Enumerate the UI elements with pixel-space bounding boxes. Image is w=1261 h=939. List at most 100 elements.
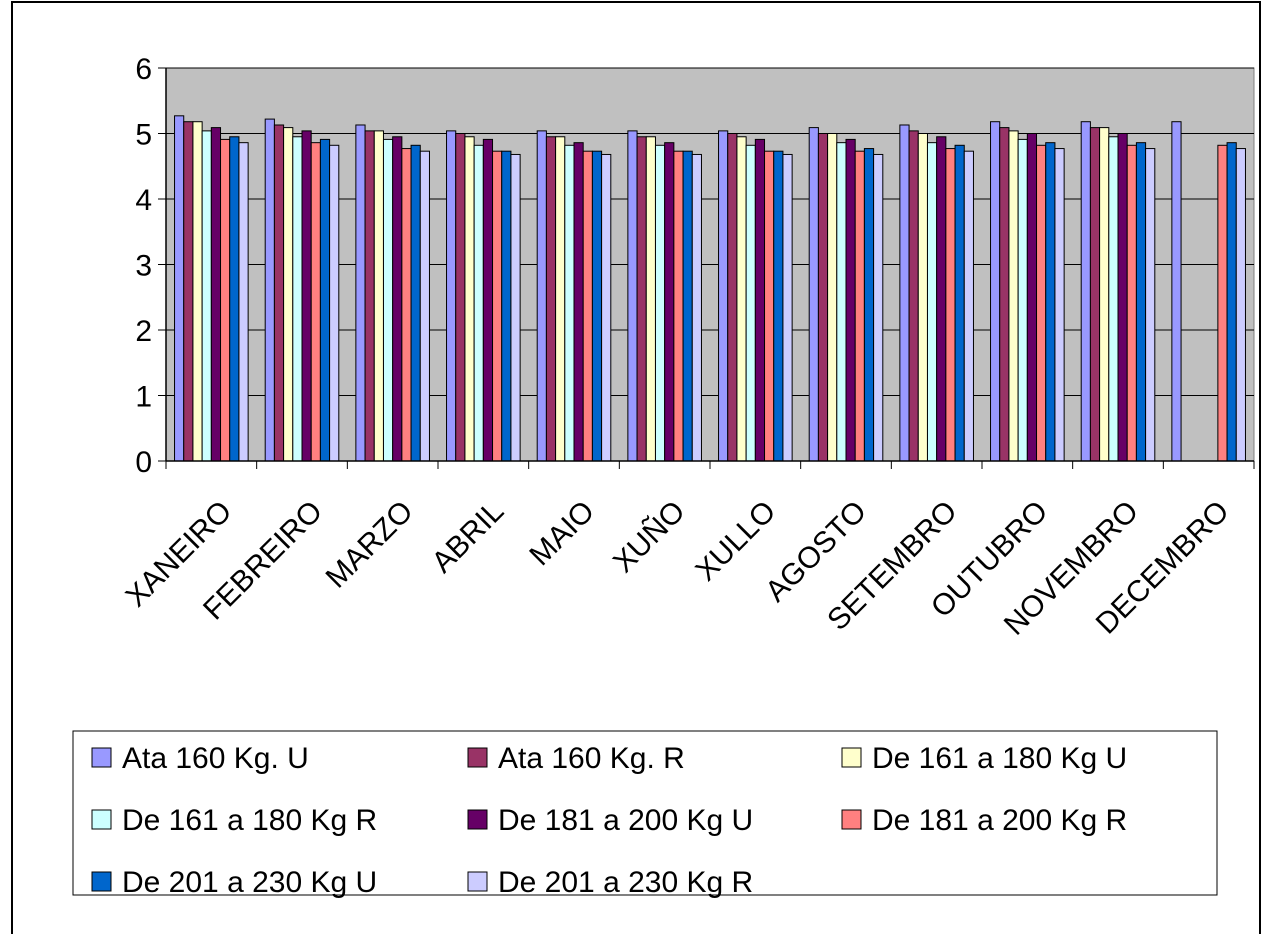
bar — [645, 136, 656, 462]
bar — [1126, 144, 1137, 462]
bar — [899, 124, 910, 462]
legend-swatch — [91, 809, 112, 830]
bar — [573, 142, 584, 462]
legend-label: Ata 160 Kg. U — [122, 742, 309, 775]
bar — [355, 124, 366, 462]
legend-swatch — [841, 747, 862, 768]
bar — [1135, 142, 1147, 462]
legend-label: De 181 a 200 Kg U — [498, 804, 753, 837]
bar — [220, 138, 231, 462]
bar — [1099, 127, 1110, 462]
bar — [364, 130, 375, 462]
bar — [1217, 144, 1228, 462]
bar — [827, 133, 838, 462]
bar — [736, 136, 747, 462]
bar — [873, 153, 884, 462]
y-tick-label: 2 — [135, 315, 152, 348]
bar — [1036, 144, 1047, 462]
bar — [292, 136, 303, 462]
y-tick-label: 0 — [135, 446, 152, 479]
bar — [545, 136, 557, 462]
bar — [555, 136, 566, 462]
bar — [373, 130, 384, 462]
bar — [582, 150, 593, 462]
legend-swatch — [91, 871, 112, 892]
bar — [836, 142, 847, 462]
bar — [936, 136, 947, 462]
bar — [1054, 148, 1065, 462]
bar — [183, 121, 194, 462]
legend-label: De 201 a 230 Kg U — [122, 866, 377, 899]
bar — [682, 150, 693, 462]
bar — [727, 133, 738, 462]
y-tick-label: 1 — [135, 381, 152, 414]
bar — [845, 138, 856, 462]
bar — [808, 127, 819, 462]
bar — [1235, 148, 1246, 462]
bar — [446, 130, 457, 462]
bar — [718, 130, 729, 462]
bar — [382, 138, 394, 462]
y-tick-label: 3 — [135, 250, 152, 283]
bar — [945, 148, 956, 462]
bar — [501, 150, 512, 462]
bar — [773, 150, 784, 462]
bar — [301, 130, 312, 462]
y-tick-label: 4 — [135, 184, 152, 217]
bar — [673, 150, 684, 462]
legend-label: De 161 a 180 Kg U — [872, 742, 1127, 775]
bar — [691, 153, 702, 462]
bar — [419, 150, 430, 462]
legend-label: De 181 a 200 Kg R — [872, 804, 1127, 837]
bar — [283, 127, 294, 462]
bar — [1108, 136, 1119, 462]
bar — [990, 121, 1001, 462]
legend-swatch — [467, 871, 488, 892]
bar — [908, 130, 919, 462]
bar — [863, 148, 875, 462]
bar — [764, 150, 775, 462]
bar — [329, 144, 340, 462]
bar — [1008, 130, 1019, 462]
legend-swatch — [841, 809, 862, 830]
bar — [1045, 142, 1056, 462]
legend-label: De 201 a 230 Kg R — [498, 866, 753, 899]
bar — [319, 138, 331, 462]
bar — [401, 148, 412, 462]
bar — [954, 144, 965, 462]
bar — [455, 133, 466, 462]
bar — [854, 150, 865, 462]
legend-label: De 161 a 180 Kg R — [122, 804, 377, 837]
bar — [1171, 121, 1182, 462]
bar — [654, 144, 666, 462]
bar — [482, 138, 494, 462]
bar — [1145, 148, 1156, 462]
bar — [591, 150, 603, 462]
bar — [201, 130, 212, 462]
bar — [745, 144, 756, 462]
bar — [492, 150, 503, 462]
bar — [473, 144, 484, 462]
bar — [817, 133, 829, 462]
bar — [273, 124, 285, 462]
bar — [310, 142, 321, 462]
bar — [754, 138, 766, 462]
bar — [1080, 121, 1091, 462]
bar — [464, 136, 475, 462]
bar — [1017, 138, 1028, 462]
bar — [1117, 133, 1128, 462]
legend-swatch — [467, 809, 488, 830]
bar — [229, 136, 240, 462]
bar — [782, 153, 793, 462]
bar — [999, 127, 1010, 462]
bar — [1089, 127, 1101, 462]
bar — [410, 144, 421, 462]
bar — [926, 142, 938, 462]
bar — [510, 153, 521, 462]
legend-swatch — [467, 747, 488, 768]
bar — [536, 130, 547, 462]
legend-label: Ata 160 Kg. R — [498, 742, 685, 775]
y-tick-label: 5 — [135, 119, 152, 152]
